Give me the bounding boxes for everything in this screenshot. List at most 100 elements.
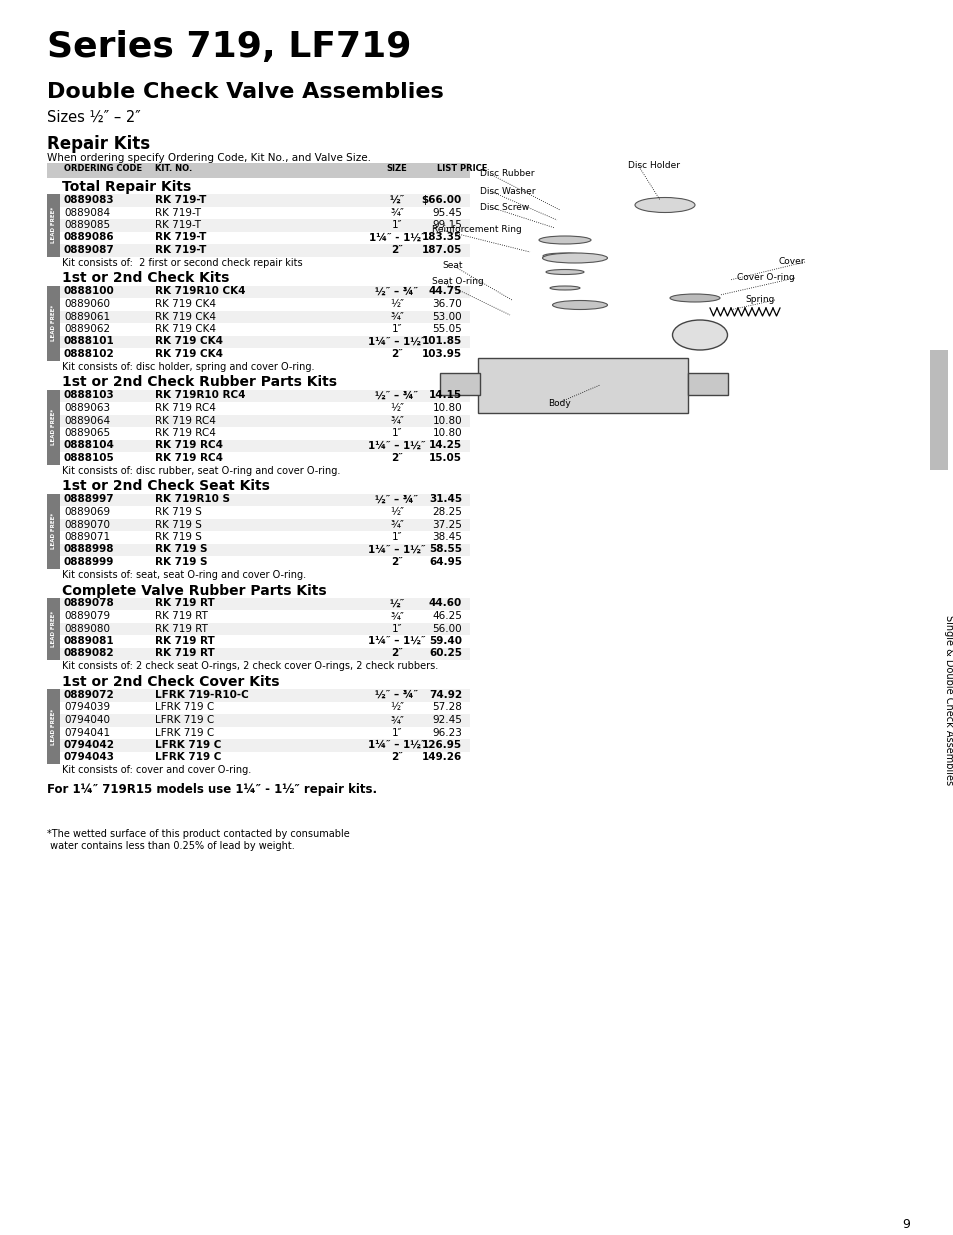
Text: 0794041: 0794041 xyxy=(64,727,110,737)
Text: 55.05: 55.05 xyxy=(432,324,461,333)
Text: 46.25: 46.25 xyxy=(432,611,461,621)
Text: LFRK 719 C: LFRK 719 C xyxy=(154,703,214,713)
Text: 44.75: 44.75 xyxy=(428,287,461,296)
Text: RK 719 S: RK 719 S xyxy=(154,508,202,517)
Text: 31.45: 31.45 xyxy=(429,494,461,505)
Ellipse shape xyxy=(672,320,727,350)
Bar xyxy=(47,194,60,257)
Bar xyxy=(60,752,470,764)
Bar xyxy=(60,714,470,726)
Text: 1″: 1″ xyxy=(392,324,402,333)
Bar xyxy=(47,163,470,178)
Text: 53.00: 53.00 xyxy=(432,311,461,321)
Text: 0889085: 0889085 xyxy=(64,220,110,230)
Ellipse shape xyxy=(538,236,590,245)
Text: ½″: ½″ xyxy=(389,599,404,609)
Text: Complete Valve Rubber Parts Kits: Complete Valve Rubber Parts Kits xyxy=(62,583,326,598)
Text: 59.40: 59.40 xyxy=(429,636,461,646)
Bar xyxy=(929,350,947,471)
Text: RK 719 S: RK 719 S xyxy=(154,557,208,567)
Text: 183.35: 183.35 xyxy=(421,232,461,242)
Text: 1″: 1″ xyxy=(392,624,402,634)
Text: LEAD FREE*: LEAD FREE* xyxy=(51,409,56,445)
Text: 56.00: 56.00 xyxy=(432,624,461,634)
Text: LFRK 719 C: LFRK 719 C xyxy=(154,727,214,737)
Text: 99.15: 99.15 xyxy=(432,220,461,230)
Text: 2″: 2″ xyxy=(391,752,402,762)
Text: 2″: 2″ xyxy=(391,557,402,567)
Ellipse shape xyxy=(635,198,695,212)
Text: 1¼″ – 1½″: 1¼″ – 1½″ xyxy=(368,636,425,646)
Text: ORDERING CODE: ORDERING CODE xyxy=(64,164,142,173)
Bar xyxy=(60,194,470,206)
Text: 187.05: 187.05 xyxy=(421,245,461,254)
Text: 0889065: 0889065 xyxy=(64,429,110,438)
Text: 1¼″ – 1½″: 1¼″ – 1½″ xyxy=(368,441,425,451)
Text: RK 719-T: RK 719-T xyxy=(154,195,206,205)
Text: 1st or 2nd Check Cover Kits: 1st or 2nd Check Cover Kits xyxy=(62,676,279,689)
Bar xyxy=(60,531,470,543)
Text: RK 719R10 S: RK 719R10 S xyxy=(154,494,230,505)
Text: RK 719-T: RK 719-T xyxy=(154,232,206,242)
Text: Cover: Cover xyxy=(778,258,804,267)
Text: 149.26: 149.26 xyxy=(421,752,461,762)
Bar xyxy=(47,598,60,659)
Text: RK 719 RC4: RK 719 RC4 xyxy=(154,441,223,451)
Text: LFRK 719 C: LFRK 719 C xyxy=(154,715,214,725)
Text: ¾″: ¾″ xyxy=(390,715,403,725)
Bar xyxy=(60,285,470,298)
Ellipse shape xyxy=(669,294,720,303)
Text: RK 719 RC4: RK 719 RC4 xyxy=(154,429,215,438)
Text: 0794039: 0794039 xyxy=(64,703,110,713)
Text: 0889086: 0889086 xyxy=(64,232,114,242)
Text: Double Check Valve Assemblies: Double Check Valve Assemblies xyxy=(47,82,443,103)
Text: 1¼″ – 1½″: 1¼″ – 1½″ xyxy=(368,545,425,555)
Text: For 1¼″ 719R15 models use 1¼″ - 1½″ repair kits.: For 1¼″ 719R15 models use 1¼″ - 1½″ repa… xyxy=(47,783,376,797)
Text: LEAD FREE*: LEAD FREE* xyxy=(51,305,56,341)
Text: Single & Double Check Assemblies: Single & Double Check Assemblies xyxy=(943,615,953,785)
Ellipse shape xyxy=(545,269,583,274)
Text: LIST PRICE: LIST PRICE xyxy=(436,164,487,173)
Text: 37.25: 37.25 xyxy=(432,520,461,530)
Bar xyxy=(60,298,470,310)
Text: 36.70: 36.70 xyxy=(432,299,461,309)
Text: RK 719-T: RK 719-T xyxy=(154,220,201,230)
Ellipse shape xyxy=(542,253,586,259)
Text: ¾″: ¾″ xyxy=(390,520,403,530)
Bar xyxy=(60,635,470,647)
Text: RK 719 RC4: RK 719 RC4 xyxy=(154,403,215,412)
Text: 0889082: 0889082 xyxy=(64,648,114,658)
Text: RK 719 RT: RK 719 RT xyxy=(154,611,208,621)
Bar xyxy=(687,373,727,395)
Text: Disc Rubber: Disc Rubber xyxy=(479,169,534,179)
Text: 95.45: 95.45 xyxy=(432,207,461,217)
Bar xyxy=(60,647,470,659)
Text: ½″ – ¾″: ½″ – ¾″ xyxy=(375,494,418,505)
Text: 0888105: 0888105 xyxy=(64,453,114,463)
Text: 0889080: 0889080 xyxy=(64,624,110,634)
Bar xyxy=(60,519,470,531)
Text: 0888104: 0888104 xyxy=(64,441,114,451)
Text: Seat O-ring: Seat O-ring xyxy=(432,278,483,287)
Text: 0888101: 0888101 xyxy=(64,336,114,347)
Bar xyxy=(60,701,470,714)
Text: RK 719 RC4: RK 719 RC4 xyxy=(154,453,223,463)
Text: 1st or 2nd Check Seat Kits: 1st or 2nd Check Seat Kits xyxy=(62,479,270,494)
Text: 1″: 1″ xyxy=(392,220,402,230)
Text: 38.45: 38.45 xyxy=(432,532,461,542)
Text: LFRK 719-R10-C: LFRK 719-R10-C xyxy=(154,690,249,700)
Text: ½″ – ¾″: ½″ – ¾″ xyxy=(375,690,418,700)
Text: LEAD FREE*: LEAD FREE* xyxy=(51,513,56,550)
Text: Total Repair Kits: Total Repair Kits xyxy=(62,180,191,194)
Text: 0888100: 0888100 xyxy=(64,287,114,296)
Text: ¾″: ¾″ xyxy=(390,415,403,426)
Text: KIT. NO.: KIT. NO. xyxy=(154,164,193,173)
Text: LFRK 719 C: LFRK 719 C xyxy=(154,752,221,762)
Text: 1¼″ - 1½″: 1¼″ - 1½″ xyxy=(368,232,425,242)
Text: 64.95: 64.95 xyxy=(429,557,461,567)
Text: 1st or 2nd Check Rubber Parts Kits: 1st or 2nd Check Rubber Parts Kits xyxy=(62,375,336,389)
Text: Reinforcement Ring: Reinforcement Ring xyxy=(432,226,521,235)
Text: Kit consists of: 2 check seat O-rings, 2 check cover O-rings, 2 check rubbers.: Kit consists of: 2 check seat O-rings, 2… xyxy=(62,661,437,671)
Text: ¾″: ¾″ xyxy=(390,207,403,217)
Text: 14.25: 14.25 xyxy=(429,441,461,451)
